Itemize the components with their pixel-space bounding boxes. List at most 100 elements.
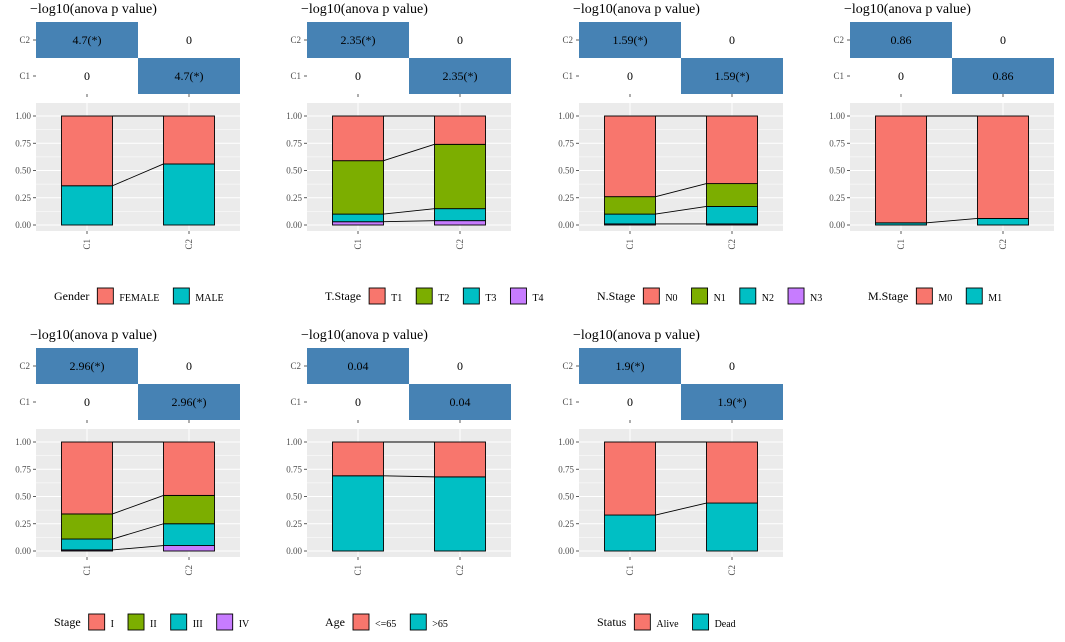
legend-title: M.Stage bbox=[868, 289, 908, 303]
bar-segment bbox=[332, 441, 384, 477]
y-tick-label: 1.00 bbox=[15, 437, 31, 447]
chart-panel-5: −log10(anova p value) 2.96(*) 0 C2 0 2.96(*) C… bbox=[15, 328, 250, 631]
heatmap-cell bbox=[579, 22, 681, 58]
bar-segment bbox=[61, 115, 113, 187]
stack-connector-line bbox=[112, 545, 164, 551]
heatmap-cell bbox=[579, 58, 681, 94]
y-tick-label: 0.50 bbox=[286, 492, 302, 502]
heatmap-title: −log10(anova p value) bbox=[573, 328, 700, 343]
heatmap-cell bbox=[138, 22, 240, 58]
y-tick-label: 1.00 bbox=[286, 111, 302, 121]
stack-connector-line bbox=[926, 218, 978, 224]
heatmap-cell bbox=[850, 22, 952, 58]
y-tick-label: 0.50 bbox=[558, 166, 574, 176]
heatmap-title: −log10(anova p value) bbox=[30, 2, 157, 17]
bar-segment bbox=[332, 221, 384, 226]
y-tick-label: 1.00 bbox=[558, 437, 574, 447]
heatmap-cell-label: 0 bbox=[627, 69, 633, 83]
legend-label: M0 bbox=[938, 293, 952, 304]
y-tick-label: 0.25 bbox=[829, 193, 845, 203]
x-tick-label: C1 bbox=[353, 565, 363, 576]
legend-label: FEMALE bbox=[119, 293, 159, 304]
heatmap-title: −log10(anova p value) bbox=[301, 328, 428, 343]
heatmap-cell-label: 1.59(*) bbox=[715, 69, 750, 83]
heatmap-title: −log10(anova p value) bbox=[301, 2, 428, 17]
legend-title: T.Stage bbox=[325, 289, 361, 303]
heatmap-row-label: C1 bbox=[562, 71, 573, 81]
y-tick-label: 0.00 bbox=[286, 220, 302, 230]
legend-label: N3 bbox=[810, 293, 822, 304]
heatmap-cell-label: 2.35(*) bbox=[443, 69, 478, 83]
legend-label: <=65 bbox=[375, 619, 396, 630]
y-tick-label: 0.00 bbox=[15, 220, 31, 230]
heatmap-cell-label: 0 bbox=[457, 359, 463, 373]
y-tick-label: 0.00 bbox=[15, 546, 31, 556]
heatmap-cell bbox=[681, 22, 783, 58]
heatmap-title: −log10(anova p value) bbox=[573, 2, 700, 17]
chart-panel-2: −log10(anova p value) 2.35(*) 0 C2 0 2.35(*) C… bbox=[286, 2, 544, 305]
bar-segment bbox=[332, 475, 384, 552]
heatmap-cell-label: 0 bbox=[729, 33, 735, 47]
heatmap-cell-label: 0 bbox=[186, 359, 192, 373]
bar-segment bbox=[875, 115, 927, 224]
y-tick-label: 0.25 bbox=[286, 193, 302, 203]
legend-label: T4 bbox=[532, 293, 543, 304]
heatmap-cell-label: 0.04 bbox=[450, 395, 471, 409]
legend-swatch bbox=[691, 287, 709, 305]
heatmap-cell-label: 0 bbox=[355, 395, 361, 409]
bar-segment bbox=[163, 494, 215, 525]
chart-panel-4: −log10(anova p value) 0.86 0 C2 0 0.86 C1 0.00 0… bbox=[829, 2, 1054, 305]
heatmap-cell bbox=[681, 58, 783, 94]
stack-connector-line bbox=[112, 494, 164, 515]
stack-connector-line bbox=[383, 143, 435, 162]
x-tick-label: C1 bbox=[82, 239, 92, 250]
legend-title: Stage bbox=[54, 615, 81, 629]
stack-connector-line bbox=[655, 502, 707, 516]
heatmap-cell bbox=[307, 58, 409, 94]
heatmap-cell bbox=[138, 384, 240, 420]
heatmap-row-label: C1 bbox=[19, 71, 30, 81]
heatmap-cell bbox=[307, 22, 409, 58]
x-tick-label: C2 bbox=[455, 239, 465, 250]
legend-swatch bbox=[216, 613, 234, 631]
legend-label: T2 bbox=[438, 293, 449, 304]
heatmap-cell-label: 4.7(*) bbox=[175, 69, 204, 83]
legend-label: N1 bbox=[714, 293, 726, 304]
legend-swatch bbox=[692, 613, 710, 631]
y-tick-label: 0.50 bbox=[829, 166, 845, 176]
y-tick-label: 0.75 bbox=[558, 138, 574, 148]
bar-segment bbox=[434, 476, 486, 552]
heatmap-cell-label: 0 bbox=[84, 395, 90, 409]
bar-segment bbox=[163, 523, 215, 546]
heatmap-cell bbox=[138, 58, 240, 94]
heatmap-cell bbox=[36, 384, 138, 420]
bar-segment bbox=[604, 115, 656, 198]
heatmap-row-label: C2 bbox=[562, 361, 573, 371]
legend-label: Dead bbox=[715, 619, 736, 630]
legend-swatch bbox=[739, 287, 757, 305]
y-tick-label: 0.00 bbox=[286, 546, 302, 556]
x-tick-label: C2 bbox=[184, 239, 194, 250]
heatmap-cell bbox=[36, 58, 138, 94]
bar-segment bbox=[332, 115, 384, 162]
legend-swatch bbox=[88, 613, 106, 631]
x-tick-label: C1 bbox=[625, 565, 635, 576]
legend-label: II bbox=[150, 619, 157, 630]
legend-swatch bbox=[368, 287, 386, 305]
y-tick-label: 0.75 bbox=[15, 464, 31, 474]
heatmap-cell bbox=[307, 348, 409, 384]
heatmap-cell-label: 2.35(*) bbox=[341, 33, 376, 47]
y-tick-label: 0.75 bbox=[286, 138, 302, 148]
x-tick-label: C2 bbox=[727, 565, 737, 576]
bar-segment bbox=[163, 441, 215, 496]
bar-segment bbox=[977, 115, 1029, 219]
heatmap-row-label: C2 bbox=[833, 35, 844, 45]
bar-segment bbox=[604, 441, 656, 516]
heatmap-cell-label: 0 bbox=[1000, 33, 1006, 47]
bar-segment bbox=[434, 208, 486, 222]
bar-segment bbox=[706, 183, 758, 207]
y-tick-label: 0.25 bbox=[558, 193, 574, 203]
heatmap-cell-label: 2.96(*) bbox=[172, 395, 207, 409]
